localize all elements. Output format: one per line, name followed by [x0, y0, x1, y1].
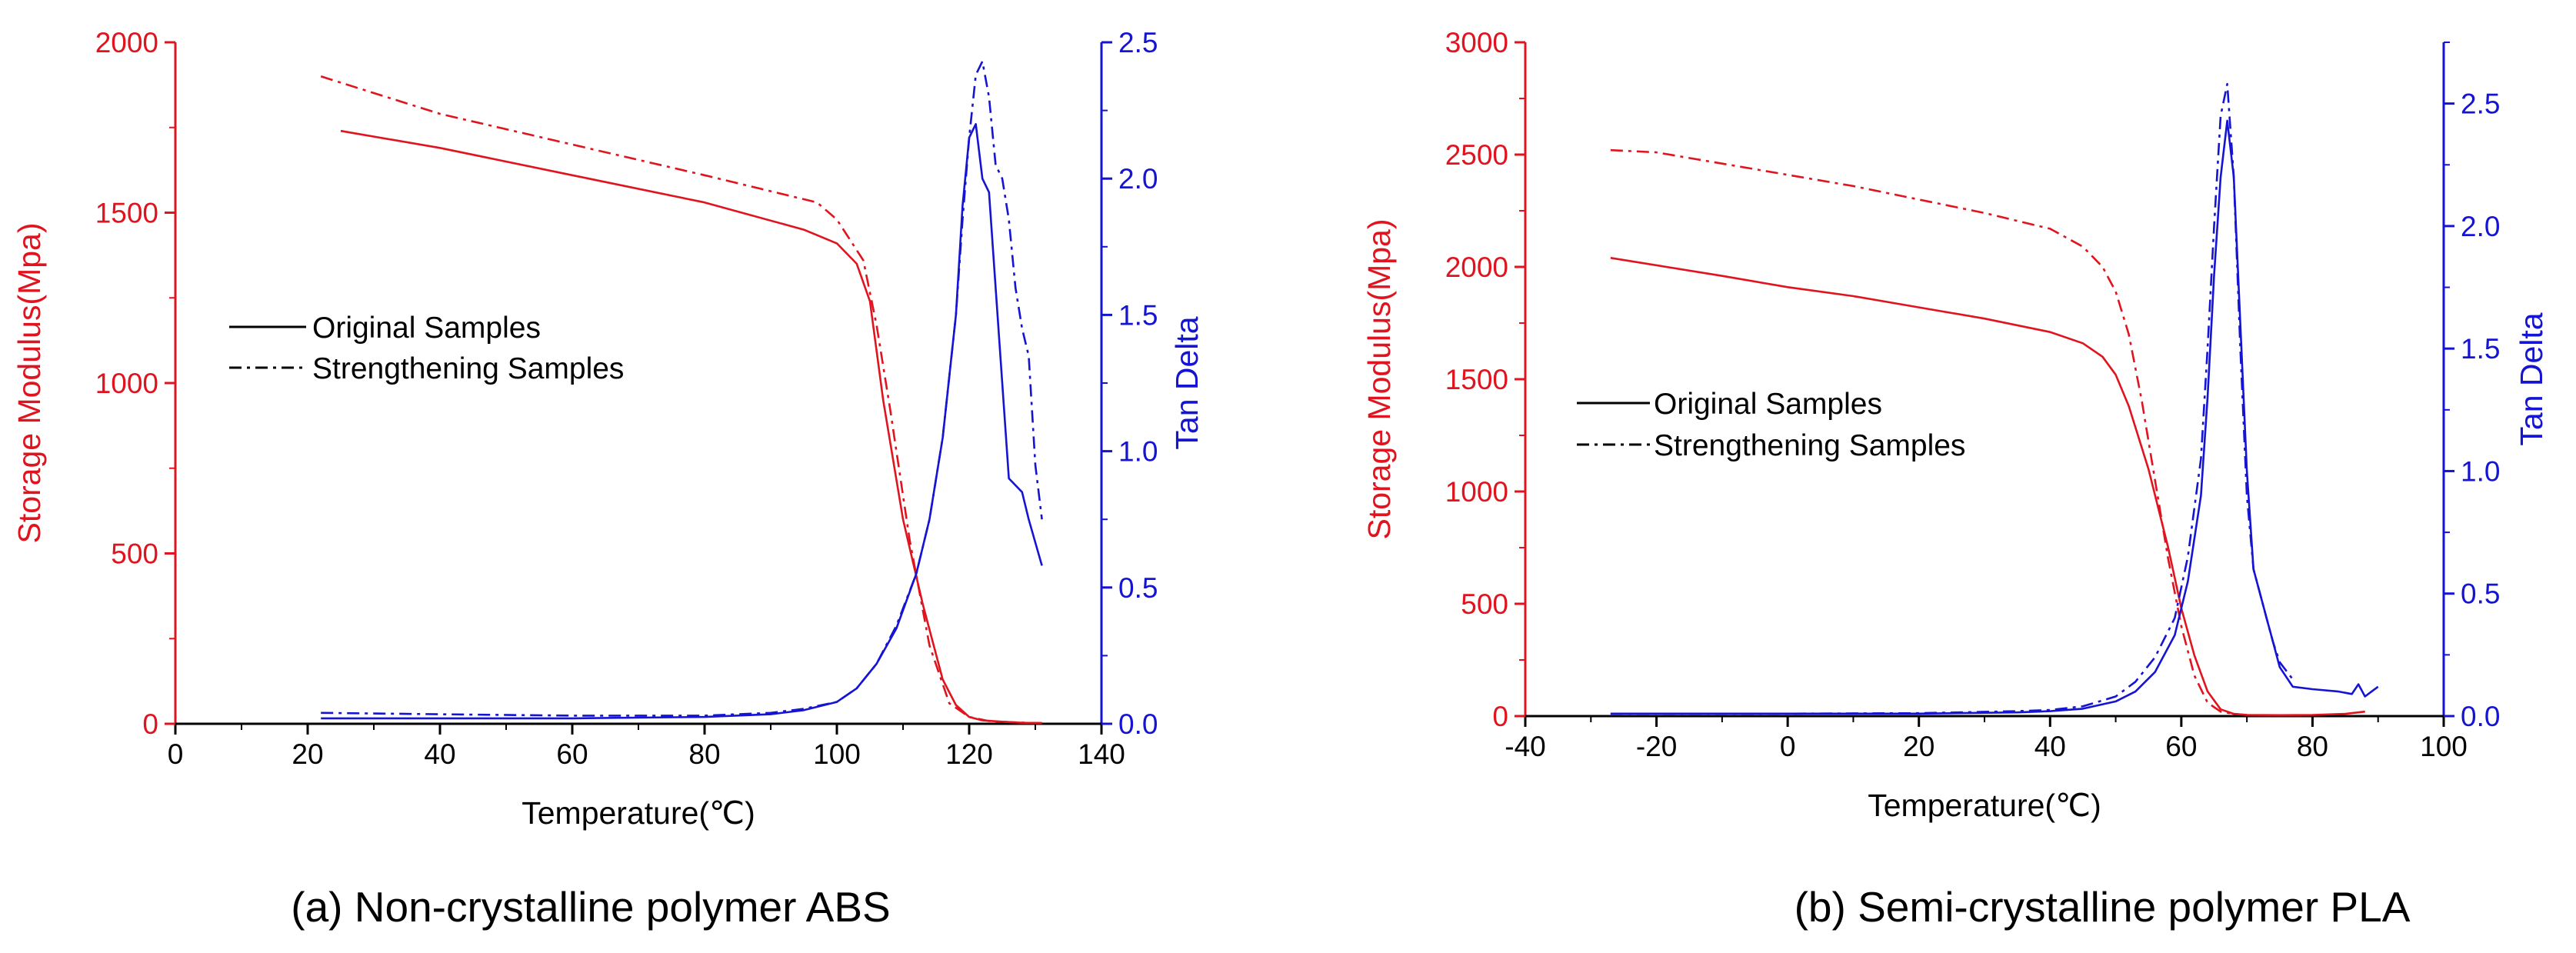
- y-left-tick-label: 1500: [1445, 364, 1508, 395]
- legend-label: Strengthening Samples: [1654, 429, 1965, 462]
- legend-label: Strengthening Samples: [312, 352, 624, 385]
- x-tick-label: 60: [556, 738, 588, 770]
- y-left-tick-label: 1500: [95, 198, 158, 229]
- legend-label: Original Samples: [1654, 388, 1882, 421]
- x-tick-label: -20: [1636, 731, 1677, 762]
- x-axis-title: Temperature(℃): [522, 795, 755, 831]
- tan-delta-strengthening-line: [321, 60, 1043, 717]
- y-right-tick-label: 1.0: [1118, 436, 1158, 468]
- x-tick-label: 40: [424, 738, 455, 770]
- x-tick-label: 140: [1078, 738, 1125, 770]
- y-left-tick-label: 0: [142, 708, 158, 740]
- storage-modulus-original-line: [1610, 257, 2365, 717]
- x-axis-title: Temperature(℃): [1868, 788, 2101, 823]
- x-tick-label: 120: [945, 738, 993, 770]
- figure-caption: (a) Non-crystalline polymer ABS: [291, 883, 890, 931]
- y-left-axis-title: Storage Modulus(Mpa): [12, 222, 47, 543]
- y-left-tick-label: 2000: [1445, 252, 1508, 283]
- y-right-tick-label: 0.0: [1118, 708, 1158, 740]
- y-right-tick-label: 1.0: [2461, 455, 2500, 487]
- tan-delta-original-line: [321, 123, 1043, 720]
- storage-modulus-original-line: [340, 129, 1042, 725]
- y-left-tick-label: 2000: [95, 27, 158, 58]
- y-left-tick-label: 1000: [1445, 476, 1508, 508]
- x-tick-label: 20: [292, 738, 323, 770]
- y-right-tick-label: 2.0: [1118, 163, 1158, 195]
- tan-delta-strengthening-line: [1610, 82, 2294, 715]
- legend: Original Samples Strengthening Samples: [229, 312, 624, 385]
- y-right-tick-label: 1.5: [2461, 333, 2500, 365]
- y-left-tick-label: 3000: [1445, 27, 1508, 58]
- y-right-tick-label: 0.5: [1118, 572, 1158, 604]
- y-right-tick-label: 1.5: [1118, 299, 1158, 331]
- x-tick-label: 100: [813, 738, 861, 770]
- legend: Original Samples Strengthening Samples: [1577, 388, 1965, 462]
- x-tick-label: 80: [2297, 731, 2328, 762]
- storage-modulus-strengthening-line: [1610, 148, 2248, 716]
- storage-modulus-strengthening-line: [320, 75, 1042, 725]
- chart-panel-b: -40 -20 0 20 40 60 80 1000500100015002000250030…: [1361, 27, 2549, 931]
- y-right-tick-label: 0.5: [2461, 578, 2500, 610]
- x-tick-label: 20: [1903, 731, 1934, 762]
- x-tick-label: -40: [1505, 731, 1545, 762]
- y-right-tick-label: 0.0: [2461, 701, 2500, 732]
- legend-label: Original Samples: [312, 312, 541, 345]
- y-left-tick-label: 2500: [1445, 139, 1508, 171]
- y-left-tick-label: 1000: [95, 368, 158, 399]
- y-right-tick-label: 2.5: [1118, 27, 1158, 58]
- x-tick-label: 0: [168, 738, 184, 770]
- y-right-tick-label: 2.0: [2461, 211, 2500, 242]
- y-right-axis-title: Tan Delta: [2514, 312, 2549, 445]
- x-tick-label: 60: [2165, 731, 2197, 762]
- y-left-axis-title: Storage Modulus(Mpa): [1361, 218, 1397, 539]
- y-left-tick-label: 0: [1492, 701, 1508, 732]
- x-tick-label: 100: [2420, 731, 2468, 762]
- x-tick-label: 80: [688, 738, 720, 770]
- y-left-tick-label: 500: [1461, 588, 1508, 620]
- tan-delta-original-line: [1610, 119, 2379, 715]
- y-right-axis-title: Tan Delta: [1169, 316, 1205, 449]
- chart-panel-a: 0 20 40 60 80 100 120 140 0 500 1000 1500 2000 0.0 0.5…: [12, 27, 1205, 931]
- figure-caption: (b) Semi-crystalline polymer PLA: [1795, 883, 2411, 931]
- y-right-tick-label: 2.5: [2461, 88, 2500, 120]
- x-tick-label: 40: [2034, 731, 2066, 762]
- y-left-tick-label: 500: [111, 538, 158, 570]
- x-tick-label: 0: [1780, 731, 1796, 762]
